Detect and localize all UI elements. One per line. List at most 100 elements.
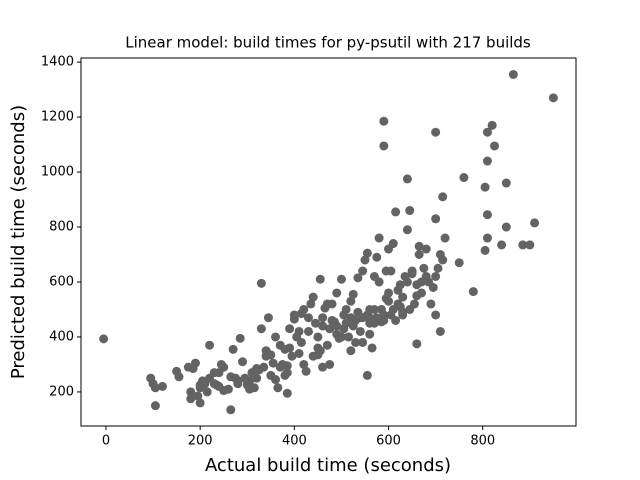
point <box>440 233 450 243</box>
point <box>299 359 309 369</box>
point <box>287 351 297 361</box>
point <box>271 332 281 342</box>
point <box>391 315 401 325</box>
point <box>409 299 419 309</box>
point <box>548 93 558 103</box>
point <box>256 324 266 334</box>
point <box>379 116 389 126</box>
y-tick-label: 800 <box>49 220 74 235</box>
point <box>282 361 292 371</box>
point <box>195 398 205 408</box>
point <box>230 373 240 383</box>
point <box>336 274 346 284</box>
point <box>299 304 309 314</box>
point <box>195 380 205 390</box>
point <box>369 304 379 314</box>
point <box>266 370 276 380</box>
x-axis-label: Actual build time (seconds) <box>205 455 451 476</box>
point <box>325 359 335 369</box>
point <box>327 299 337 309</box>
y-tick-label: 600 <box>49 274 74 289</box>
point <box>482 233 492 243</box>
point <box>362 248 372 258</box>
y-tick-label: 1000 <box>41 165 74 180</box>
point <box>245 384 255 394</box>
point <box>435 326 445 336</box>
point <box>508 69 518 79</box>
point <box>367 343 377 353</box>
point <box>525 240 535 250</box>
point <box>384 288 394 298</box>
point <box>325 324 335 334</box>
point <box>386 266 396 276</box>
point <box>438 255 448 265</box>
point <box>365 318 375 328</box>
point <box>431 127 441 137</box>
point <box>358 313 368 323</box>
point <box>294 326 304 336</box>
point <box>318 362 328 372</box>
point <box>308 351 318 361</box>
point <box>266 350 276 360</box>
point <box>306 299 316 309</box>
point <box>157 381 167 391</box>
point <box>468 287 478 297</box>
point <box>358 266 368 276</box>
point <box>263 313 273 323</box>
point <box>407 269 417 279</box>
point <box>431 271 441 281</box>
point <box>431 310 441 320</box>
point <box>388 239 398 249</box>
point <box>438 192 448 202</box>
x-tick-label: 200 <box>188 434 213 449</box>
point <box>402 174 412 184</box>
point <box>256 278 266 288</box>
point <box>301 366 311 376</box>
point <box>501 178 511 188</box>
point <box>426 299 436 309</box>
point <box>193 391 203 401</box>
point <box>303 313 313 323</box>
point <box>332 288 342 298</box>
point <box>282 388 292 398</box>
point <box>433 263 443 273</box>
point <box>205 340 215 350</box>
point <box>421 244 431 254</box>
point <box>346 313 356 323</box>
point <box>480 245 490 255</box>
point <box>482 210 492 220</box>
point <box>259 362 269 372</box>
point <box>395 280 405 290</box>
point <box>454 258 464 268</box>
x-tick-label: 800 <box>470 434 495 449</box>
point <box>332 321 342 331</box>
point <box>214 381 224 391</box>
point <box>431 214 441 224</box>
point <box>346 346 356 356</box>
point <box>202 387 212 397</box>
point <box>252 373 262 383</box>
chart-title: Linear model: build times for py-psutil … <box>125 34 531 52</box>
point <box>374 277 384 287</box>
point <box>393 299 403 309</box>
point <box>374 233 384 243</box>
point <box>303 326 313 336</box>
point <box>190 358 200 368</box>
point <box>490 141 500 151</box>
point <box>242 376 252 386</box>
point <box>360 255 370 265</box>
point <box>186 394 196 404</box>
point <box>336 332 346 342</box>
point <box>358 337 368 347</box>
y-tick-label: 400 <box>49 329 74 344</box>
point <box>355 326 365 336</box>
point <box>419 263 429 273</box>
point <box>150 401 160 411</box>
plot-frame <box>80 57 577 427</box>
point <box>285 324 295 334</box>
x-tick-label: 0 <box>102 434 110 449</box>
point <box>296 337 306 347</box>
y-tick-label: 1400 <box>41 55 74 70</box>
